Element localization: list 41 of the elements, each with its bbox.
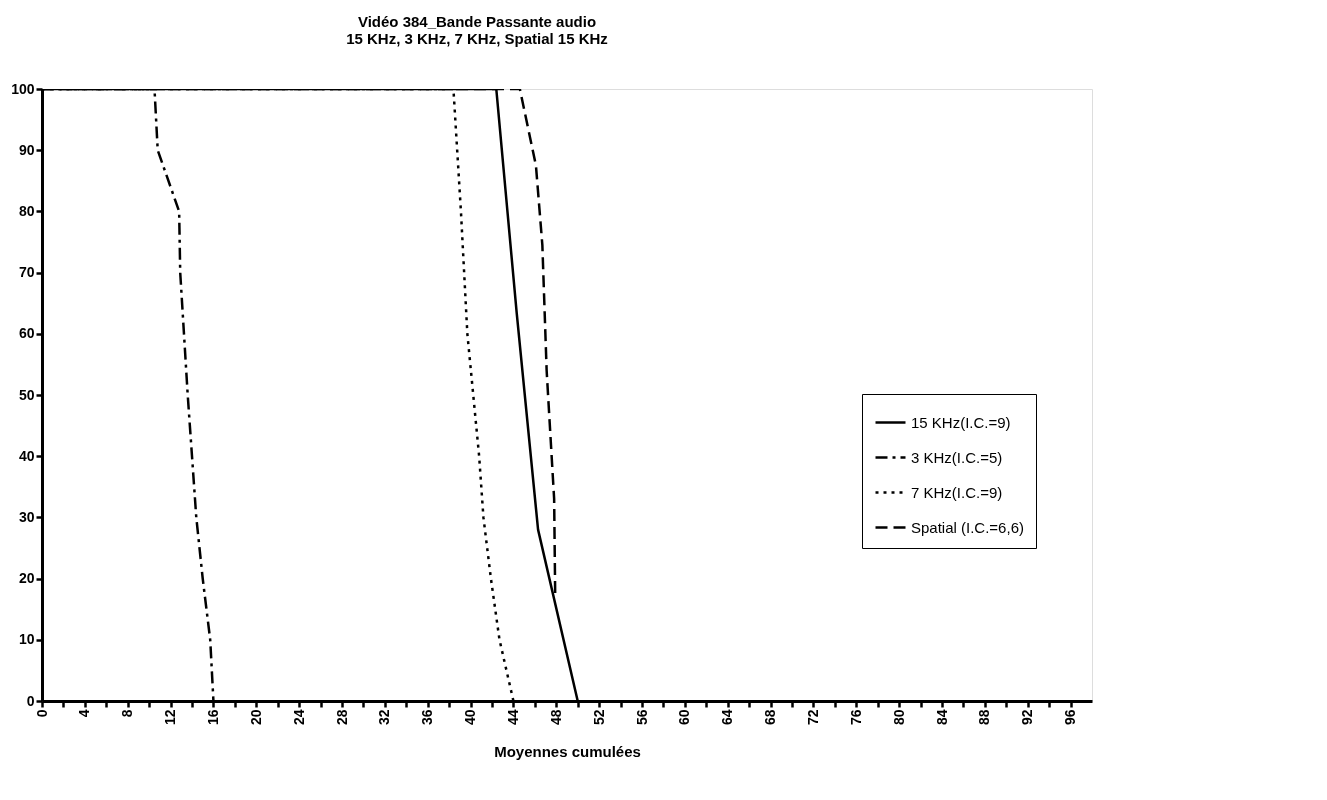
- x-tick-label: 52: [590, 709, 607, 726]
- x-tick-label: 20: [247, 709, 264, 726]
- x-tick-label: 68: [762, 709, 779, 726]
- x-tick-label: 64: [719, 709, 736, 726]
- x-tick-label: 24: [290, 709, 307, 726]
- x-tick-label: 60: [676, 709, 693, 726]
- y-tick-label: 100: [11, 80, 35, 97]
- x-tick-label: 92: [1019, 709, 1036, 726]
- x-tick-label: 96: [1062, 709, 1079, 726]
- x-tick-label: 28: [333, 709, 350, 726]
- legend-label: 3 KHz(I.C.=5): [911, 448, 1003, 466]
- x-tick-label: 80: [890, 709, 907, 726]
- legend-label: 7 KHz(I.C.=9): [911, 483, 1003, 501]
- x-tick-label: 72: [804, 709, 821, 726]
- x-tick-label: 84: [933, 709, 950, 726]
- y-tick-label: 50: [18, 386, 35, 403]
- legend-label: 15 KHz(I.C.=9): [911, 413, 1011, 431]
- x-tick-label: 40: [462, 709, 479, 726]
- x-tick-label: 88: [976, 709, 993, 726]
- x-tick-label: 56: [633, 709, 650, 726]
- x-tick-label: 12: [162, 709, 179, 726]
- y-tick-label: 80: [18, 202, 35, 219]
- x-tick-label: 36: [419, 709, 436, 726]
- x-tick-label: 8: [119, 709, 136, 718]
- y-tick-label: 10: [18, 631, 35, 648]
- y-tick-label: 30: [18, 508, 35, 525]
- y-tick-label: 20: [18, 570, 35, 587]
- y-tick-label: 90: [18, 141, 35, 158]
- y-tick-label: 70: [18, 264, 35, 281]
- x-tick-label: 48: [547, 709, 564, 726]
- x-tick-label: 44: [504, 709, 521, 726]
- x-tick-label: 4: [76, 709, 93, 718]
- legend-label: Spatial (I.C.=6,6): [911, 518, 1024, 536]
- x-tick-label: 16: [204, 709, 221, 726]
- x-tick-label: 76: [847, 709, 864, 726]
- x-tick-label: 32: [376, 709, 393, 726]
- y-tick-label: 60: [18, 325, 35, 342]
- x-tick-label: 0: [33, 709, 50, 718]
- x-axis-title: Moyennes cumulées: [494, 743, 641, 761]
- chart-title: Vidéo 384_Bande Passante audio 15 KHz, 3 KHz, 7 KHz, Spatial 15 KHz: [346, 13, 608, 47]
- y-tick-label: 40: [18, 447, 35, 464]
